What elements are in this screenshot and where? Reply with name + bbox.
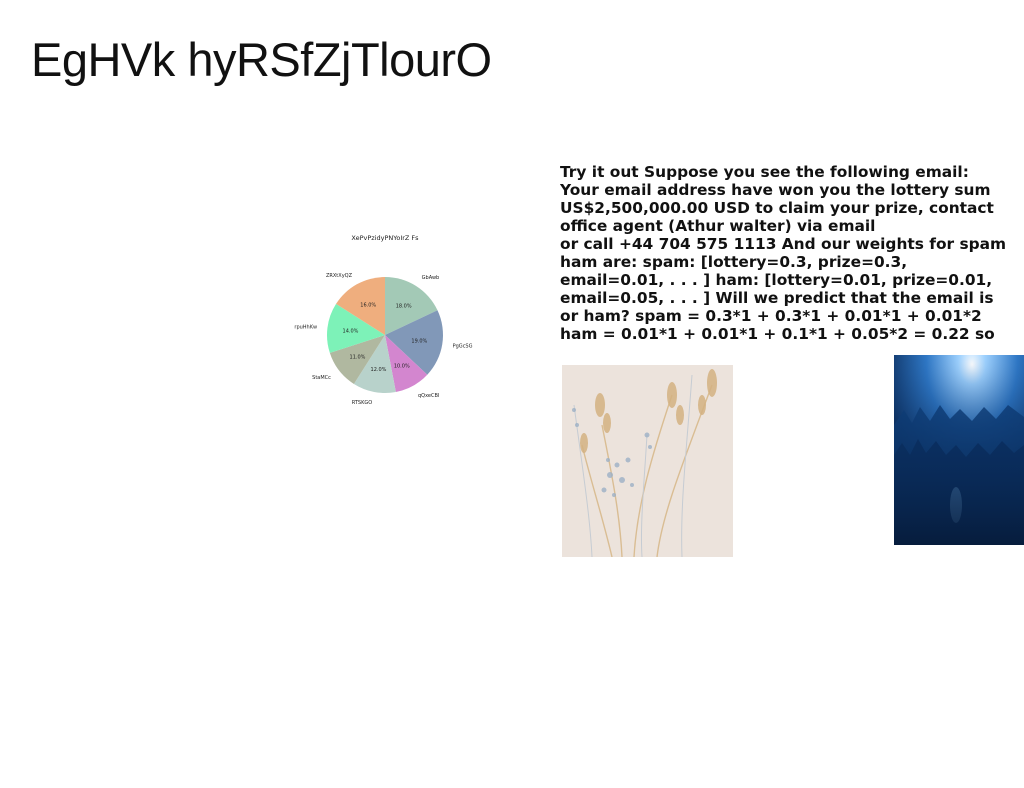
text-line: office agent (Athur walter) via email: [560, 217, 876, 235]
text-line: email=0.05, . . . ] Will we predict that…: [560, 289, 994, 307]
text-line: ham are: spam: [lottery=0.3, prize=0.3,: [560, 253, 908, 271]
pie-category-label: ZRXtXyQZ: [326, 273, 353, 279]
pie-slice-pggcsg: [385, 310, 443, 375]
pie-slice-qqxecbi: [385, 335, 428, 392]
pie-category-label: rpuHhKw: [294, 324, 317, 330]
pie-slice-gbawb: [385, 277, 438, 335]
blue-forest-photo: [894, 355, 1024, 545]
text-line: Your email address have won you the lott…: [560, 181, 991, 199]
email-example-text: Try it out Suppose you see the following…: [560, 163, 1024, 343]
page-title: EgHVk hyRSfZjTlourO: [31, 33, 492, 86]
pie-category-label: PgGcSG: [453, 344, 473, 350]
pie-pct-label: 11.0%: [350, 354, 366, 360]
chart-title: XePvPzidyPNYoIrZ Fs: [351, 234, 419, 242]
text-line: Try it out Suppose you see the following…: [560, 163, 969, 181]
text-line: US$2,500,000.00 USD to claim your prize,…: [560, 199, 994, 217]
pie-slice-rtskgo: [353, 335, 396, 393]
pie-pct-label: 19.0%: [411, 338, 427, 344]
pie-chart: XePvPzidyPNYoIrZ Fs 18.0% GbAwb 19.0% PgGcS…: [294, 234, 473, 406]
text-line: or call +44 704 575 1113 And our weights…: [560, 235, 1007, 253]
pie-slice-stamcc: [329, 335, 385, 384]
pie-category-label: StaMCc: [312, 375, 331, 381]
pie-pct-label: 10.0%: [394, 363, 410, 369]
pie-pct-label: 12.0%: [371, 367, 387, 373]
pie-slice-zrxtxyqz: [336, 277, 385, 335]
pie-slice-rpuhhkw: [327, 303, 385, 353]
pie-pct-label: 14.0%: [343, 329, 359, 335]
pie-pct-label: 16.0%: [360, 303, 376, 309]
pie-category-label: RTSKGO: [352, 400, 372, 406]
text-line: email=0.01, . . . ] ham: [lottery=0.01, …: [560, 271, 993, 289]
pie-category-label: GbAwb: [422, 275, 440, 281]
pie-category-label: qQxeCBI: [418, 393, 439, 399]
pie-pct-label: 18.0%: [396, 304, 412, 310]
text-line: ham = 0.01*1 + 0.01*1 + 0.1*1 + 0.05*2 =…: [560, 325, 995, 343]
dried-grass-photo: [562, 365, 733, 557]
text-line: or ham? spam = 0.3*1 + 0.3*1 + 0.01*1 + …: [560, 307, 982, 325]
